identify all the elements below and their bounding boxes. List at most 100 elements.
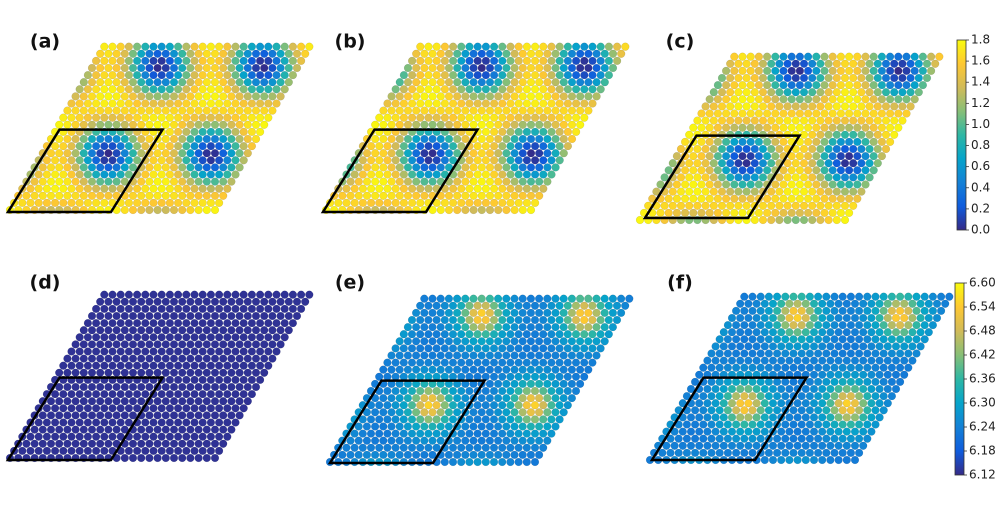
lattice-site	[227, 368, 236, 377]
lattice-site	[157, 304, 166, 314]
lattice-site	[808, 187, 817, 196]
lattice-site	[87, 382, 97, 392]
lattice-site	[124, 141, 134, 151]
lattice-site	[272, 56, 281, 66]
lattice-site	[465, 156, 474, 165]
lattice-site	[555, 127, 564, 137]
lattice-site	[543, 177, 552, 186]
lattice-site	[465, 415, 474, 424]
lattice-site	[734, 144, 743, 154]
lattice-site	[75, 333, 84, 342]
lattice-site	[452, 450, 462, 460]
lattice-site	[836, 66, 846, 76]
lattice-site	[805, 306, 815, 316]
lattice-site	[854, 434, 864, 443]
lattice-site	[689, 180, 698, 189]
lattice-site	[165, 318, 175, 328]
lattice-site	[239, 85, 248, 94]
lattice-site	[592, 294, 601, 303]
lattice-site	[680, 166, 690, 175]
lattice-site	[742, 201, 751, 210]
lattice-site	[877, 123, 887, 132]
lattice-site	[461, 163, 470, 172]
lattice-site	[928, 320, 938, 330]
lattice-site	[239, 318, 248, 328]
lattice-site	[576, 78, 585, 87]
lattice-site	[559, 149, 568, 158]
lattice-site	[477, 163, 486, 172]
lattice-site	[83, 99, 93, 108]
lattice-site	[768, 455, 778, 465]
lattice-site	[424, 141, 433, 151]
lattice-site	[432, 358, 441, 367]
lattice-site	[153, 205, 162, 215]
lattice-site	[836, 109, 846, 118]
lattice-site	[219, 78, 228, 87]
lattice-site	[247, 127, 257, 137]
lattice-site	[178, 92, 187, 101]
lattice-site	[477, 308, 486, 318]
lattice-site	[563, 315, 572, 325]
lattice-site	[775, 144, 784, 154]
lattice-site	[824, 73, 833, 83]
lattice-site	[539, 415, 548, 424]
lattice-site	[165, 432, 175, 441]
lattice-site	[738, 109, 747, 118]
colorbar	[956, 39, 967, 231]
lattice-site	[711, 441, 720, 450]
lattice-site	[795, 52, 805, 61]
lattice-site	[120, 297, 129, 306]
lattice-site	[399, 170, 409, 179]
lattice-site	[452, 294, 462, 303]
lattice-site	[485, 365, 495, 374]
lattice-site	[198, 304, 207, 314]
lattice-site	[935, 52, 944, 61]
lattice-site	[145, 92, 154, 101]
lattice-site	[153, 191, 162, 200]
lattice-site	[444, 134, 454, 144]
lattice-site	[448, 330, 458, 339]
lattice-site	[198, 56, 207, 66]
lattice-site	[395, 163, 404, 172]
lattice-site	[79, 354, 88, 363]
lattice-site	[854, 448, 864, 458]
lattice-site	[432, 141, 441, 151]
lattice-site	[709, 159, 718, 168]
lattice-site	[822, 320, 831, 330]
lattice-site	[674, 434, 683, 443]
lattice-site	[890, 88, 899, 97]
lattice-site	[813, 420, 823, 429]
lattice-site	[498, 344, 507, 353]
lattice-site	[165, 347, 175, 356]
lattice-site	[91, 113, 101, 122]
lattice-site	[124, 42, 134, 51]
lattice-site	[871, 363, 880, 372]
lattice-site	[625, 294, 634, 303]
lattice-site	[391, 443, 400, 452]
lattice-site	[518, 393, 527, 403]
lattice-site	[588, 99, 597, 108]
lattice-site	[473, 443, 482, 452]
lattice-site	[416, 170, 425, 179]
lattice-site	[588, 301, 597, 310]
lattice-site	[924, 328, 933, 337]
lattice-site	[198, 418, 207, 427]
lattice-site	[547, 113, 556, 122]
lattice-site	[59, 141, 68, 151]
lattice-site	[826, 370, 835, 379]
lattice-site	[510, 379, 519, 389]
lattice-site	[719, 441, 728, 450]
lattice-site	[555, 344, 564, 353]
lattice-site	[871, 391, 880, 401]
lattice-site	[182, 290, 191, 299]
lattice-site	[713, 208, 723, 218]
lattice-site	[676, 201, 686, 210]
lattice-site	[128, 63, 138, 73]
lattice-site	[731, 434, 741, 443]
lattice-site	[836, 95, 846, 104]
lattice-site	[865, 130, 874, 139]
lattice-site	[362, 422, 372, 431]
lattice-site	[153, 397, 162, 406]
lattice-site	[535, 106, 544, 115]
lattice-site	[485, 163, 495, 172]
